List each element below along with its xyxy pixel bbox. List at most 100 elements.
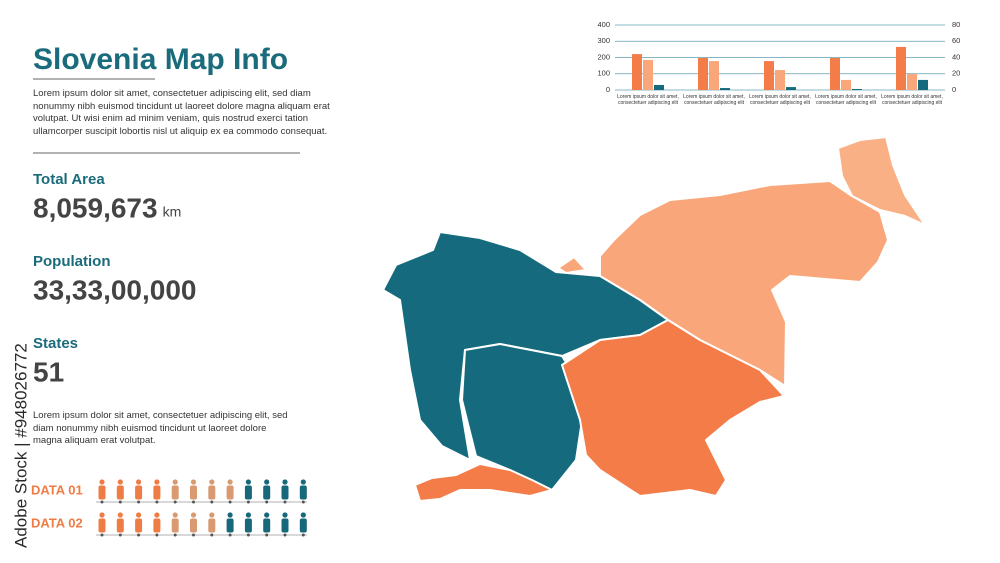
icon-head bbox=[117, 512, 123, 518]
person-icon bbox=[116, 512, 124, 537]
icon-dot bbox=[246, 533, 250, 537]
icon-head bbox=[154, 512, 160, 518]
icon-dot bbox=[118, 500, 122, 504]
icon-head bbox=[99, 479, 105, 485]
icon-body bbox=[98, 518, 106, 533]
bar bbox=[654, 84, 664, 90]
icon-head bbox=[172, 479, 178, 485]
icon-dot bbox=[137, 500, 141, 504]
y-tick-label: 400 bbox=[597, 20, 610, 29]
person-icon bbox=[263, 479, 271, 504]
y2-tick-label: 60 bbox=[952, 36, 960, 45]
x-tick-label: Lorem ipsum dolor sit amet, consectetuer… bbox=[815, 94, 877, 106]
icon-dot bbox=[192, 500, 195, 504]
icon-dot bbox=[118, 533, 122, 537]
x-tick-label: Lorem ipsum dolor sit amet, consectetuer… bbox=[881, 94, 943, 106]
person-icon bbox=[281, 479, 289, 504]
stat-label: Population bbox=[33, 253, 111, 270]
y-tick-label: 0 bbox=[606, 85, 610, 94]
stat-value: 51 bbox=[33, 356, 64, 387]
icon-dot bbox=[228, 500, 232, 504]
icon-dot bbox=[137, 533, 141, 537]
stat-label: Total Area bbox=[33, 171, 105, 188]
person-icon bbox=[281, 512, 289, 537]
icon-head bbox=[264, 479, 270, 485]
icon-body bbox=[263, 485, 271, 500]
icon-head bbox=[282, 479, 288, 485]
bar bbox=[643, 59, 653, 90]
row-label: DATA 02 bbox=[31, 515, 83, 530]
icon-dot bbox=[210, 500, 214, 504]
icon-head bbox=[99, 512, 105, 518]
icon-head bbox=[209, 512, 215, 518]
icon-head bbox=[227, 479, 233, 485]
bar bbox=[632, 54, 642, 90]
stat-value: 33,33,00,000 bbox=[33, 274, 197, 305]
person-icon bbox=[98, 512, 106, 537]
icon-dot bbox=[301, 500, 305, 504]
person-icon bbox=[299, 512, 307, 537]
y2-tick-label: 20 bbox=[952, 69, 960, 78]
person-icon bbox=[244, 512, 252, 537]
bar bbox=[786, 87, 796, 90]
bar bbox=[918, 79, 928, 90]
bar bbox=[841, 79, 851, 90]
icon-body bbox=[98, 485, 106, 500]
icon-dot bbox=[192, 533, 195, 537]
person-icon bbox=[153, 479, 161, 504]
icon-head bbox=[190, 512, 197, 518]
stat-label: States bbox=[33, 335, 78, 352]
icon-body bbox=[171, 518, 179, 533]
y2-tick-label: 0 bbox=[952, 85, 956, 94]
y-tick-label: 300 bbox=[597, 36, 610, 45]
intro: Lorem ipsum dolor sit amet, consectetuer… bbox=[33, 88, 330, 137]
icon-dot bbox=[155, 500, 159, 504]
icon-dot bbox=[173, 533, 177, 537]
icon-head bbox=[245, 512, 251, 518]
x-tick-label: Lorem ipsum dolor sit amet, consectetuer… bbox=[683, 94, 745, 106]
icon-dot bbox=[100, 533, 104, 537]
bar bbox=[852, 89, 862, 90]
bar bbox=[764, 61, 774, 90]
icon-head bbox=[154, 479, 160, 485]
watermark: Adobe Stock | #948026772 bbox=[11, 343, 30, 548]
icon-body bbox=[116, 518, 124, 533]
icon-dot bbox=[265, 500, 269, 504]
icon-body bbox=[263, 518, 271, 533]
icon-body bbox=[171, 485, 179, 500]
y-tick-label: 200 bbox=[597, 52, 610, 61]
icon-dot bbox=[246, 500, 250, 504]
person-icon bbox=[226, 512, 234, 537]
stat-value: 8,059,673 bbox=[33, 192, 158, 223]
bar bbox=[775, 70, 785, 90]
bar bbox=[907, 74, 917, 90]
bar bbox=[830, 57, 840, 90]
icon-head bbox=[264, 512, 270, 518]
icon-body bbox=[244, 485, 252, 500]
icon-body bbox=[135, 518, 143, 533]
person-icon bbox=[171, 479, 179, 504]
icon-head bbox=[227, 512, 233, 518]
person-icon bbox=[190, 512, 197, 537]
person-icon bbox=[135, 512, 143, 537]
icon-body bbox=[190, 518, 197, 533]
person-icon bbox=[190, 479, 197, 504]
region bbox=[557, 256, 587, 274]
icon-body bbox=[244, 518, 252, 533]
y2-tick-label: 40 bbox=[952, 52, 960, 61]
row-label: DATA 01 bbox=[31, 482, 83, 497]
y-tick-label: 100 bbox=[597, 69, 610, 78]
region bbox=[461, 343, 583, 491]
note: Lorem ipsum dolor sit amet, consectetuer… bbox=[33, 410, 288, 446]
icon-body bbox=[226, 518, 234, 533]
icon-body bbox=[208, 518, 216, 533]
person-icon bbox=[208, 512, 216, 537]
icon-body bbox=[135, 485, 143, 500]
person-icon bbox=[116, 479, 124, 504]
icon-body bbox=[116, 485, 124, 500]
icon-dot bbox=[100, 500, 104, 504]
icon-dot bbox=[210, 533, 214, 537]
icon-body bbox=[281, 485, 289, 500]
